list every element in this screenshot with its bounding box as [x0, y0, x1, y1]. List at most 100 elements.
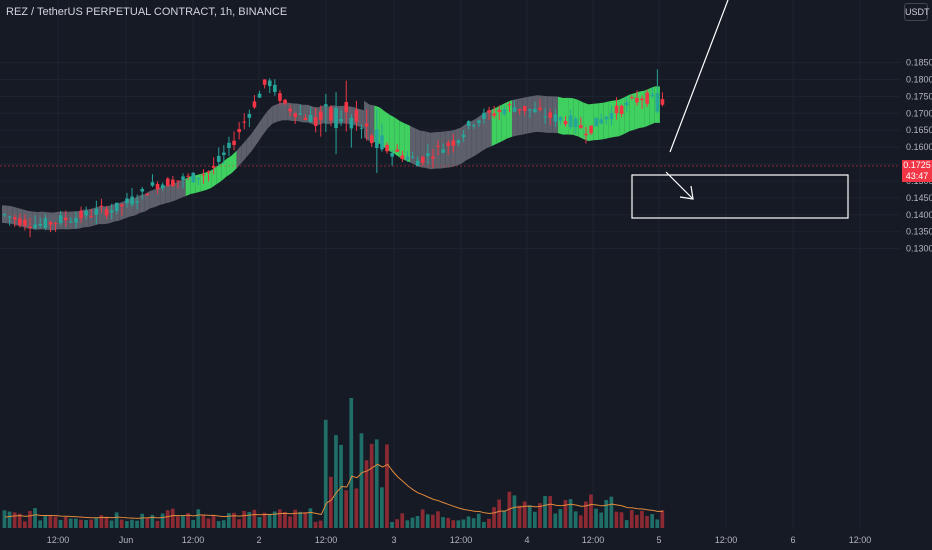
arrow-head [679, 185, 694, 200]
candle-body [7, 216, 12, 218]
target-zone-rectangle[interactable] [631, 174, 849, 219]
volume-bar [405, 520, 410, 528]
volume-bar [267, 513, 272, 528]
candle-body [431, 156, 435, 159]
candle-body [278, 93, 282, 101]
candle-body [543, 116, 547, 118]
candle-body [273, 84, 277, 93]
volume-bar [339, 444, 343, 528]
trend-line[interactable] [669, 0, 729, 153]
band-segment [532, 95, 538, 133]
candle-body [344, 102, 349, 113]
price-tick-label: 0.1450 [906, 193, 932, 203]
volume-bar [94, 518, 99, 528]
volume-bar [150, 514, 155, 528]
volume-bar [79, 519, 83, 528]
volume-bar [527, 505, 532, 528]
volume-bar [211, 515, 216, 528]
volume-bar [74, 518, 78, 528]
grid-lines [0, 0, 900, 530]
candle-body [79, 210, 83, 219]
candle-body [247, 114, 252, 118]
volume-bar [191, 519, 195, 528]
time-tick-label: Jun [119, 535, 134, 545]
candle-body [18, 218, 22, 226]
time-axis[interactable]: 12:00 Jun 12:00 2 12:00 3 12:00 4 12:00 5 12:00 6 12… [47, 535, 872, 545]
candle-body [196, 177, 201, 180]
candle-body [191, 172, 196, 183]
volume-bar [68, 518, 73, 528]
volume-bar [196, 509, 201, 528]
volume-bar [395, 519, 399, 528]
candle-body [650, 94, 655, 97]
band-segment [461, 123, 467, 165]
candle-body [160, 184, 165, 189]
volume-bar [594, 508, 598, 528]
candle-body [206, 171, 211, 173]
band-segment [160, 185, 166, 205]
arrow-line[interactable] [665, 171, 693, 199]
candle-body [563, 120, 568, 125]
price-axis[interactable]: 0.18500.18000.17500.17000.16500.16000.15… [906, 58, 932, 254]
candle-body [466, 121, 471, 126]
candle-body [145, 193, 150, 196]
band-segment [389, 114, 395, 155]
candle-body [614, 105, 619, 114]
volume-bar [436, 511, 440, 528]
volume-bar [461, 519, 466, 528]
candle-body [410, 156, 415, 158]
volume-bar [160, 513, 165, 528]
candle-body [645, 92, 649, 104]
volume-bar [364, 460, 369, 528]
volume-bar [517, 505, 522, 528]
volume-bar [344, 490, 348, 528]
band-segment [471, 118, 477, 158]
volume-bar [318, 520, 323, 528]
candle-body [655, 92, 660, 112]
volume-bar [237, 519, 241, 528]
band-segment [175, 180, 181, 201]
candle-body [635, 97, 639, 103]
band-segment [537, 95, 543, 133]
band-segment [211, 166, 217, 189]
price-tick-label: 0.1300 [906, 244, 932, 254]
candle-body [43, 218, 48, 228]
volume-bar [589, 494, 593, 528]
candle-body [568, 115, 573, 128]
band-segment [506, 100, 512, 139]
band-segment [241, 139, 247, 163]
volume-bar [33, 508, 37, 528]
volume-bar [385, 444, 389, 528]
candle-body [155, 183, 160, 190]
candle-body [517, 109, 522, 111]
volume-bar [553, 513, 558, 528]
volume-bar [130, 519, 134, 528]
volume-bar [114, 512, 119, 528]
price-tick-label: 0.1750 [906, 91, 932, 101]
volume-bar [482, 521, 486, 528]
volume-bar [640, 510, 644, 528]
time-tick-label: 12:00 [849, 535, 872, 545]
candle-body [456, 140, 461, 144]
candle-body [48, 222, 53, 225]
candle-body [74, 218, 78, 223]
time-tick-label: 3 [391, 535, 396, 545]
volume-bar [313, 521, 318, 528]
candle-body [497, 109, 502, 112]
volume-bar [512, 495, 517, 528]
volume-bar [431, 514, 435, 528]
candle-body [400, 155, 405, 160]
volume-bar [420, 509, 425, 528]
volume-bar [221, 520, 226, 528]
annotations[interactable] [631, 0, 849, 219]
band-segment [185, 176, 191, 197]
band-segment [384, 111, 390, 152]
volume-bar [298, 511, 303, 528]
currency-button[interactable]: USDT [904, 3, 930, 21]
volume-bar [604, 499, 609, 528]
volume-bars [2, 398, 665, 528]
time-tick-label: 12:00 [450, 535, 473, 545]
candle-body [227, 142, 231, 149]
band-segment [231, 150, 237, 174]
